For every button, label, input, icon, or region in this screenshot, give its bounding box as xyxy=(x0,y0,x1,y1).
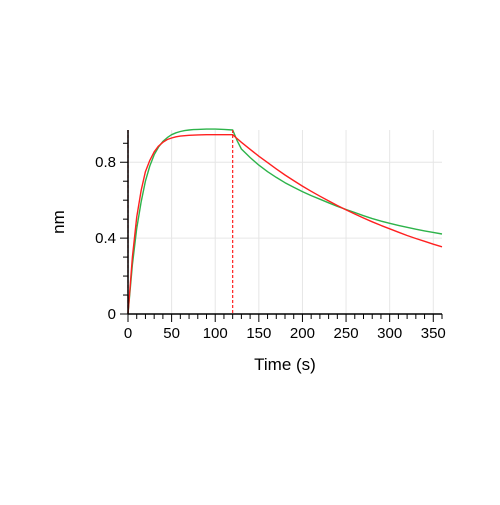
y-tick-label: 0.4 xyxy=(95,230,116,247)
x-tick-label: 150 xyxy=(246,325,271,342)
x-tick-label: 300 xyxy=(377,325,402,342)
grid xyxy=(128,130,442,314)
x-tick-label: 0 xyxy=(124,325,132,342)
ticks: 0 50 100 150 200 250 300 350 0 0.4 0.8 xyxy=(95,142,446,342)
series-layer xyxy=(127,128,443,315)
x-tick-label: 200 xyxy=(290,325,315,342)
x-tick-label: 50 xyxy=(163,325,180,342)
series-line xyxy=(127,133,443,315)
x-tick-label: 350 xyxy=(421,325,446,342)
x-tick-label: 250 xyxy=(334,325,359,342)
x-tick-label: 100 xyxy=(203,325,228,342)
y-axis-title: nm xyxy=(49,210,68,234)
y-tick-label: 0.8 xyxy=(95,154,116,171)
y-tick-label: 0 xyxy=(108,306,116,323)
x-axis-title: Time (s) xyxy=(254,355,316,374)
series-line xyxy=(127,128,443,315)
axes xyxy=(127,130,442,315)
